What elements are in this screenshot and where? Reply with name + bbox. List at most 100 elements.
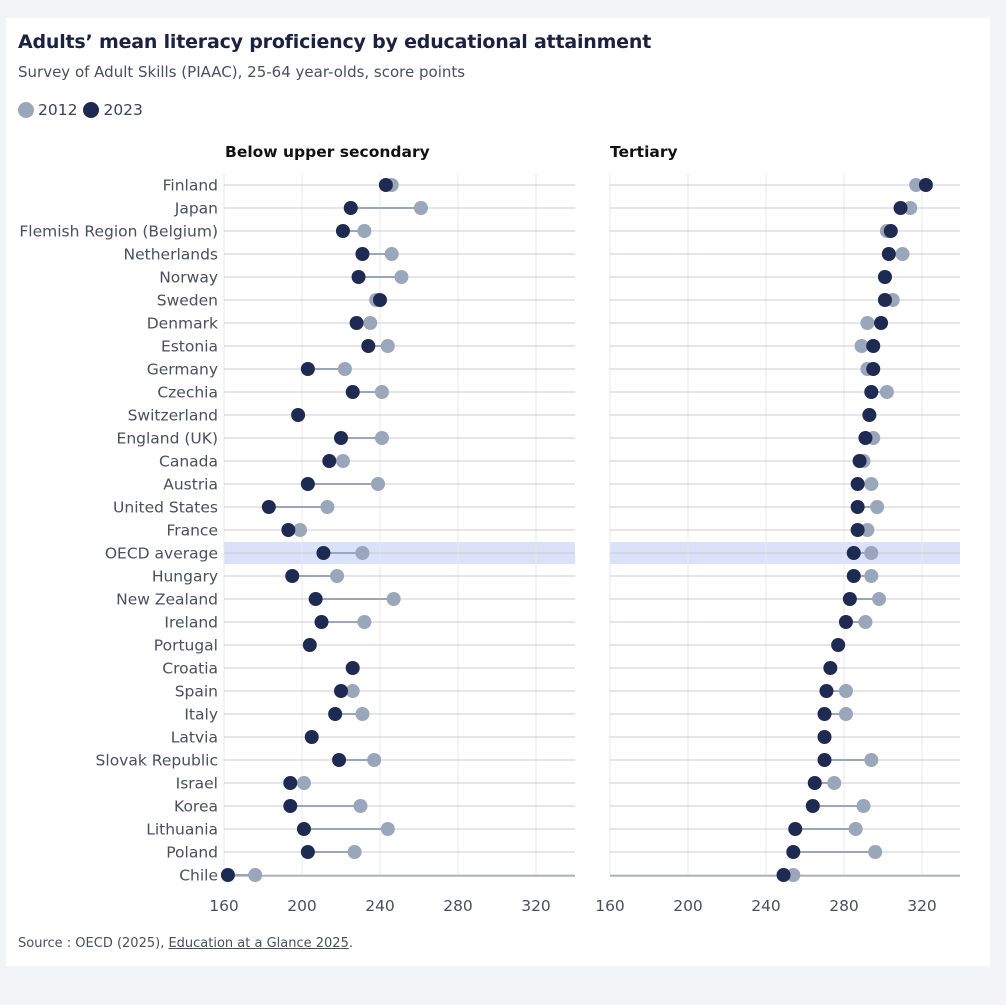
- panel-1-point-2023: [296, 822, 311, 836]
- panel-2-point-2023: [788, 822, 803, 836]
- country-label: Israel: [176, 775, 218, 793]
- panel-2-point-2023: [817, 730, 832, 744]
- panel-2-point-2012: [827, 776, 842, 790]
- legend-label-2012: 2012: [38, 101, 78, 119]
- country-label: New Zealand: [116, 591, 218, 609]
- panel-2-point-2012: [909, 178, 924, 192]
- panel-1-point-2023: [261, 500, 276, 514]
- panel-2-point-2023: [864, 385, 879, 399]
- panel-1-point-2023: [308, 592, 323, 606]
- panel-2-point-2012: [864, 477, 879, 491]
- panel-1-point-2023: [343, 201, 358, 215]
- panel-2-tick-label: 240: [751, 897, 781, 915]
- panel-1-point-2012: [345, 684, 360, 698]
- panel-2-point-2023: [776, 868, 791, 882]
- country-label: Chile: [179, 867, 218, 885]
- source-prefix: Source : OECD (2025),: [18, 936, 169, 951]
- panel-2-point-2012: [856, 799, 871, 813]
- panel-2-point-2023: [842, 592, 857, 606]
- panel-1-point-2012: [296, 776, 311, 790]
- panel-2-point-2023: [850, 477, 865, 491]
- panel-2-point-2012: [879, 385, 894, 399]
- panel-2-point-2023: [918, 178, 933, 192]
- country-label: Poland: [166, 844, 218, 862]
- panel-1-point-2023: [332, 753, 347, 767]
- panel-2-point-2012: [858, 615, 873, 629]
- panel-2-point-2023: [817, 707, 832, 721]
- country-label: Spain: [175, 683, 218, 701]
- panel-2-point-2023: [819, 684, 834, 698]
- source-note: Source : OECD (2025), Education at a Gla…: [18, 936, 353, 951]
- panel-1-point-2023: [302, 638, 317, 652]
- country-label: Hungary: [152, 568, 218, 586]
- panel-1-tick-label: 280: [443, 897, 473, 915]
- panel-2-point-2023: [846, 546, 861, 560]
- panel-2-point-2012: [868, 845, 883, 859]
- panel-1-point-2012: [355, 707, 370, 721]
- panel-1-point-2023: [361, 339, 376, 353]
- country-label: Portugal: [154, 637, 218, 655]
- panel-1-point-2012: [353, 799, 368, 813]
- panel-1-point-2023: [300, 477, 315, 491]
- legend-item-2023[interactable]: 2023: [83, 101, 143, 119]
- panel-1-point-2023: [322, 454, 337, 468]
- panel-1-point-2023: [300, 845, 315, 859]
- panel-2-point-2012: [848, 822, 863, 836]
- panel-1-point-2012: [371, 477, 386, 491]
- country-label: Slovak Republic: [96, 752, 218, 770]
- panel-1-point-2012: [293, 523, 308, 537]
- panel-1-point-2023: [335, 224, 350, 238]
- source-link[interactable]: Education at a Glance 2025: [168, 936, 349, 951]
- country-label: Sweden: [157, 292, 218, 310]
- panel-1-point-2023: [220, 868, 235, 882]
- panel-2-point-2023: [831, 638, 846, 652]
- panel-1-point-2012: [363, 316, 378, 330]
- legend-dot-2023: [83, 102, 100, 118]
- legend: 2012 2023: [18, 101, 149, 119]
- legend-label-2023: 2023: [103, 101, 143, 119]
- country-label: Austria: [163, 476, 218, 494]
- panel-2-tick-label: 280: [829, 897, 859, 915]
- panel-2-point-2012: [838, 684, 853, 698]
- source-suffix: .: [348, 936, 353, 951]
- panel-1-point-2012: [394, 270, 409, 284]
- country-label: OECD average: [105, 545, 218, 563]
- panel-1-point-2012: [335, 454, 350, 468]
- panel-1-point-2012: [374, 385, 389, 399]
- panel-2-point-2023: [881, 247, 896, 261]
- panel-2-point-2023: [874, 316, 889, 330]
- panel-1-tick-label: 200: [287, 897, 317, 915]
- country-label: Norway: [159, 269, 218, 287]
- panel-1-point-2023: [355, 247, 370, 261]
- panel-2-point-2012: [870, 500, 885, 514]
- panel-1-tick-label: 320: [521, 897, 551, 915]
- panel-1-point-2012: [347, 845, 362, 859]
- country-label: France: [166, 522, 218, 540]
- country-label: Latvia: [171, 729, 218, 747]
- panel-1-point-2012: [248, 868, 263, 882]
- panel-1-point-2023: [328, 707, 343, 721]
- panel-2-point-2023: [852, 454, 867, 468]
- panel-2-point-2023: [877, 270, 892, 284]
- panel-2-point-2023: [807, 776, 822, 790]
- panel-1-point-2012: [386, 592, 401, 606]
- panel-1-point-2012: [384, 247, 399, 261]
- country-label: England (UK): [117, 430, 218, 448]
- panel-1-point-2023: [345, 661, 360, 675]
- panel-2-point-2012: [838, 707, 853, 721]
- panel-1-point-2023: [316, 546, 331, 560]
- legend-item-2012[interactable]: 2012: [18, 101, 77, 119]
- panel-2-point-2023: [893, 201, 908, 215]
- country-label: Croatia: [162, 660, 218, 678]
- panel-1-point-2012: [320, 500, 335, 514]
- panel-1-point-2023: [334, 684, 348, 698]
- panel-2-title: Tertiary: [610, 143, 678, 161]
- panel-1-point-2023: [304, 730, 319, 744]
- country-label: United States: [113, 499, 218, 517]
- panel-1-tick-label: 160: [209, 897, 239, 915]
- panel-2-point-2023: [883, 224, 898, 238]
- panel-2-point-2023: [866, 362, 881, 376]
- country-label: Lithuania: [146, 821, 218, 839]
- country-label: Switzerland: [128, 407, 218, 425]
- panel-1-point-2012: [330, 569, 345, 583]
